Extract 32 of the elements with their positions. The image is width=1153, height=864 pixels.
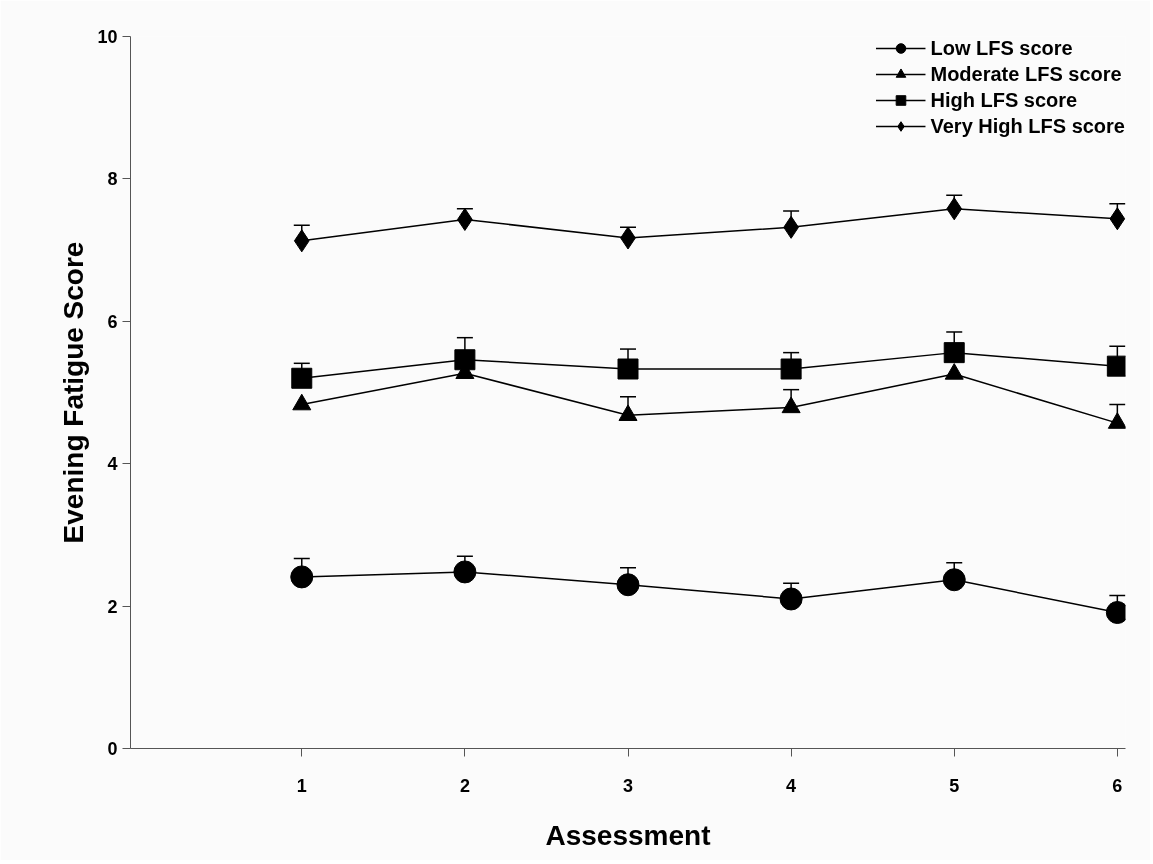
point	[291, 367, 313, 389]
point	[290, 565, 314, 589]
point	[454, 349, 476, 371]
legend-label: Moderate LFS score	[930, 62, 1122, 86]
x-tick-label: 2	[459, 775, 470, 796]
y-tick-label: 6	[107, 311, 118, 332]
point	[780, 358, 802, 380]
y-tick-label: 8	[107, 169, 118, 190]
x-tick-label: 1	[296, 775, 307, 796]
y-tick-label: 2	[107, 596, 118, 617]
y-tick-label: 10	[97, 27, 118, 47]
point	[942, 568, 966, 592]
point	[617, 358, 639, 380]
x-tick-label: 4	[786, 775, 797, 796]
point	[616, 573, 640, 597]
legend-label: Very High LFS score	[930, 114, 1125, 138]
y-tick-label: 4	[107, 454, 118, 475]
point	[946, 197, 963, 221]
point	[293, 229, 310, 253]
x-tick-label: 6	[1112, 775, 1123, 796]
x-tick-label: 3	[622, 775, 634, 796]
x-tick-label: 5	[949, 775, 960, 796]
y-tick-label: 0	[107, 739, 118, 759]
x-axis-title: Assessment	[545, 819, 711, 851]
point	[1106, 355, 1126, 377]
legend-label: Low LFS score	[930, 36, 1073, 60]
point	[779, 587, 803, 611]
y-axis-title: Evening Fatigue Score	[58, 241, 90, 544]
point	[943, 342, 965, 364]
point	[1109, 207, 1126, 231]
point	[453, 560, 477, 584]
legend-label: High LFS score	[930, 88, 1078, 112]
